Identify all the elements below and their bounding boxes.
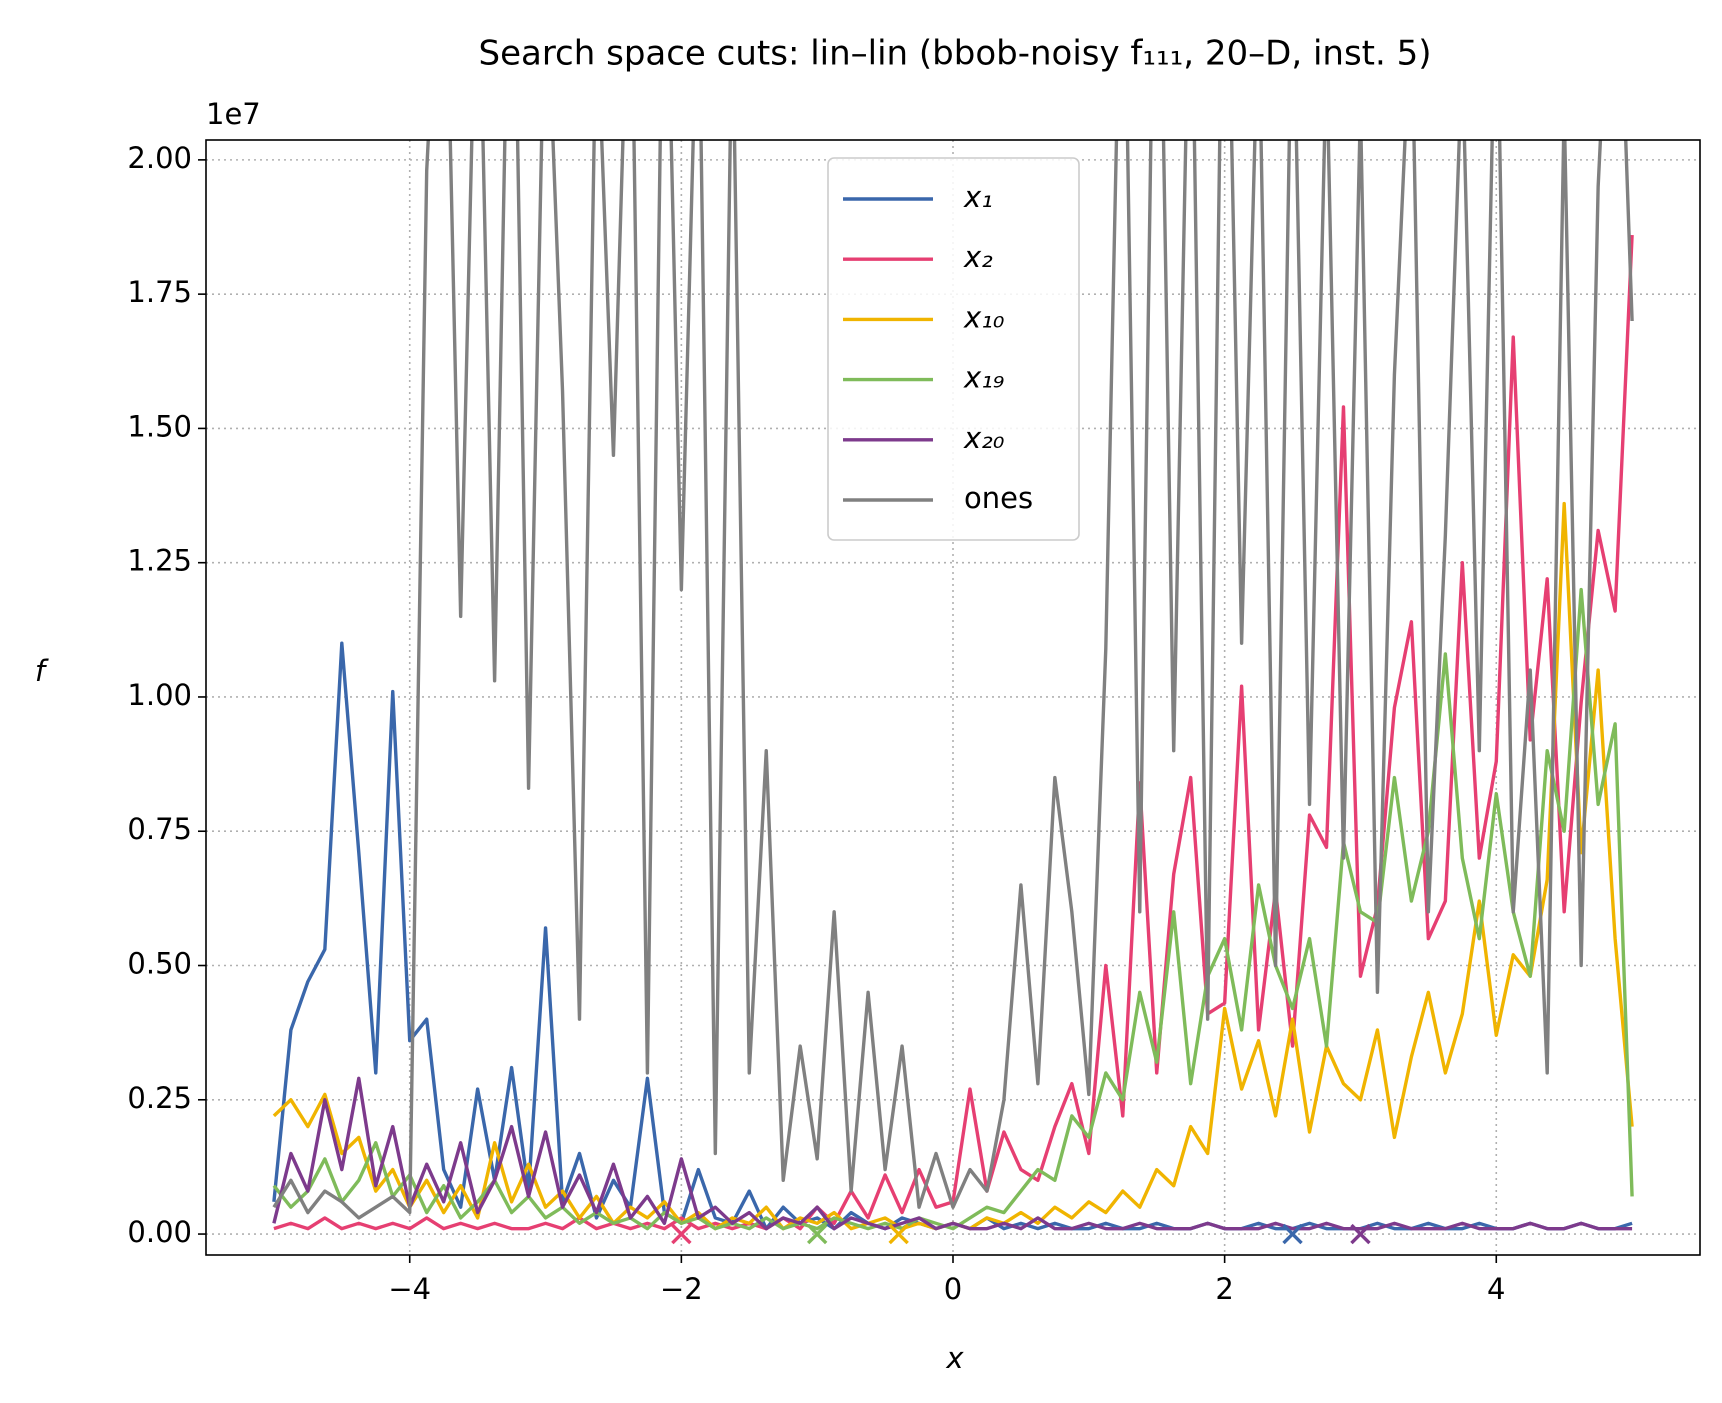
x-tick-label: −2 xyxy=(660,1272,703,1306)
legend: x₁ x₂ x₁₀ x₁₉ x₂₀ ones xyxy=(827,157,1080,541)
grid: −4 −2 0 2 4 0.00 0.25 0.50 0.75 1.00 1.25 1.50 1.75 2… xyxy=(127,140,1700,1306)
x-axis-label: x xyxy=(945,1341,964,1375)
series-line xyxy=(272,587,1634,1231)
series-line xyxy=(272,1076,1633,1231)
y-tick-label: 1.00 xyxy=(127,678,192,712)
optimum-marker xyxy=(1282,1223,1303,1245)
y-tick-label: 0.00 xyxy=(127,1215,192,1249)
legend-label: ones xyxy=(964,481,1033,515)
x-tick-label: 4 xyxy=(1487,1272,1505,1306)
y-axis-label: f xyxy=(35,654,49,688)
y-tick-label: 2.00 xyxy=(127,141,192,175)
y-tick-label: 1.50 xyxy=(127,409,192,443)
series-line xyxy=(272,140,1634,1220)
y-tick-label: 0.25 xyxy=(127,1081,192,1115)
optimum-marker xyxy=(671,1223,692,1245)
optimum-marker xyxy=(888,1223,909,1245)
legend-label: x₁₀ xyxy=(963,300,1005,334)
x-tick-label: 2 xyxy=(1215,1272,1233,1306)
plot-area xyxy=(272,140,1634,1245)
chart-title: Search space cuts: lin–lin (bbob-noisy f… xyxy=(478,34,1431,74)
legend-box xyxy=(827,157,1080,541)
y-tick-label: 1.25 xyxy=(127,544,192,578)
legend-label: x₁ xyxy=(963,180,993,214)
axes-frame xyxy=(205,139,1701,1256)
y-tick-label: 0.50 xyxy=(127,947,192,981)
y-tick-label: 1.75 xyxy=(127,275,192,309)
legend-label: x₁₉ xyxy=(963,361,1005,395)
x-tick-label: 0 xyxy=(944,1272,962,1306)
legend-label: x₂ xyxy=(963,240,993,274)
x-tick-label: −4 xyxy=(388,1272,431,1306)
y-tick-label: 0.75 xyxy=(127,812,192,846)
legend-label: x₂₀ xyxy=(963,421,1005,455)
optimum-marker xyxy=(806,1223,828,1245)
optimum-marker xyxy=(1350,1223,1371,1245)
offset-label: 1e7 xyxy=(206,97,261,131)
